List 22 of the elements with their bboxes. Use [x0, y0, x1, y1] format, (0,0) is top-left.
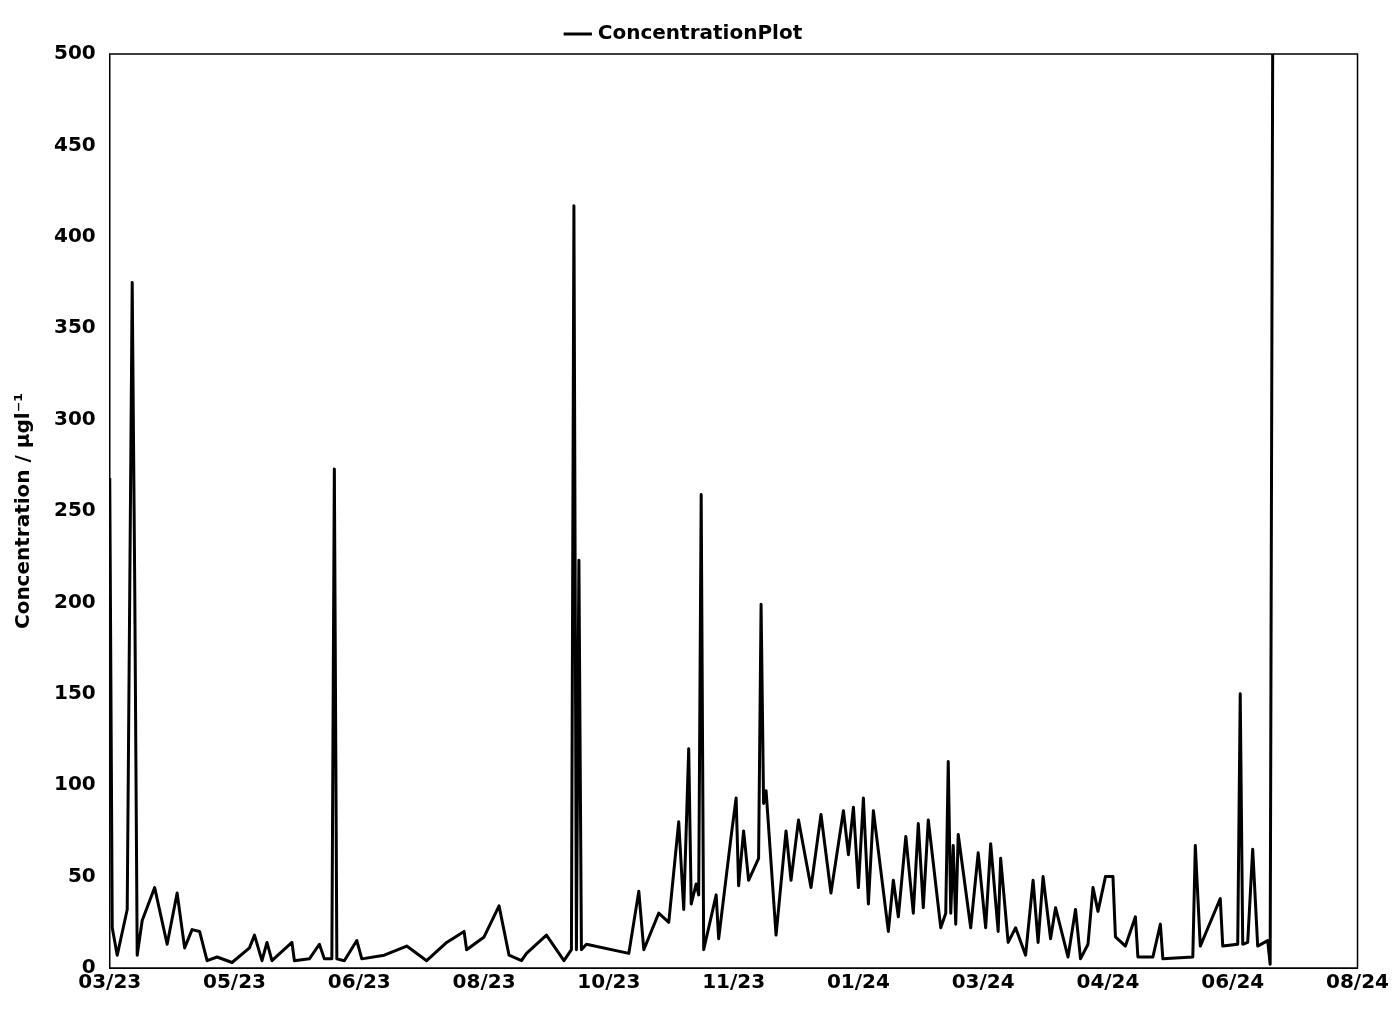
y-tick-label: 100	[54, 771, 96, 796]
y-tick-label: 450	[54, 131, 96, 156]
x-tick-label: 08/24	[1326, 969, 1389, 994]
y-tick-label: 200	[54, 588, 96, 613]
legend-label: ConcentrationPlot	[597, 20, 803, 45]
x-tick-label: 04/24	[1076, 969, 1140, 994]
x-tick-label: 11/23	[702, 969, 766, 994]
x-tick-label: 03/24	[951, 969, 1015, 994]
y-tick-label: 50	[67, 862, 96, 887]
x-tick-label: 01/24	[826, 969, 890, 994]
y-tick-label: 500	[54, 40, 96, 65]
y-tick-label: 400	[54, 223, 96, 247]
y-tick-label: 300	[54, 405, 96, 430]
x-tick-label: 06/23	[327, 969, 391, 994]
x-tick-label: 08/23	[452, 969, 516, 994]
y-tick-label: 150	[54, 680, 96, 704]
x-tick-label: 10/23	[577, 969, 641, 994]
x-tick-label: 06/24	[1201, 969, 1265, 994]
y-tick-label: 250	[54, 497, 96, 522]
y-axis-title: Concentration / μgl⁻¹	[10, 392, 35, 630]
x-tick-label: 05/23	[203, 969, 267, 994]
y-tick-label: 350	[54, 314, 96, 339]
